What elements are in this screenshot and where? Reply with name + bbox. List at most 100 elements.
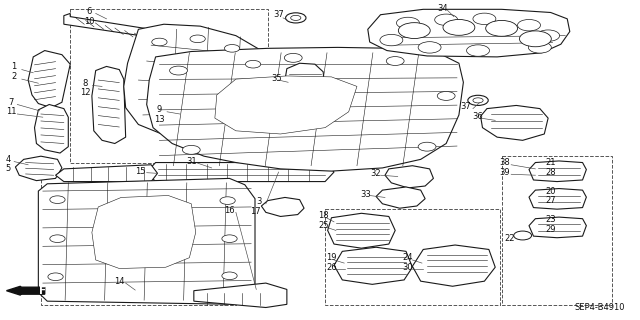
Circle shape bbox=[518, 20, 540, 31]
Circle shape bbox=[520, 31, 551, 47]
Circle shape bbox=[284, 53, 302, 62]
Circle shape bbox=[387, 57, 404, 66]
Circle shape bbox=[291, 15, 301, 20]
Circle shape bbox=[190, 35, 205, 43]
Text: 11: 11 bbox=[6, 107, 16, 116]
Circle shape bbox=[247, 83, 262, 90]
Circle shape bbox=[537, 30, 559, 41]
Polygon shape bbox=[56, 165, 157, 181]
Circle shape bbox=[48, 273, 63, 281]
Text: 33: 33 bbox=[360, 190, 371, 199]
Text: 2: 2 bbox=[12, 72, 17, 81]
Circle shape bbox=[435, 14, 458, 26]
Polygon shape bbox=[38, 178, 255, 304]
Text: 14: 14 bbox=[114, 277, 125, 286]
Text: 26: 26 bbox=[326, 263, 337, 272]
Text: 10: 10 bbox=[84, 17, 95, 26]
Text: 21: 21 bbox=[545, 158, 556, 167]
Text: 39: 39 bbox=[499, 168, 510, 177]
Polygon shape bbox=[368, 9, 570, 57]
Text: 13: 13 bbox=[154, 115, 164, 124]
Circle shape bbox=[514, 231, 532, 240]
Polygon shape bbox=[334, 247, 412, 284]
Circle shape bbox=[529, 42, 551, 53]
Text: 38: 38 bbox=[499, 158, 510, 167]
Circle shape bbox=[418, 42, 441, 53]
Circle shape bbox=[285, 13, 306, 23]
Text: 5: 5 bbox=[5, 164, 10, 173]
Circle shape bbox=[222, 235, 237, 243]
Polygon shape bbox=[28, 51, 70, 108]
Text: 36: 36 bbox=[473, 112, 483, 121]
Polygon shape bbox=[412, 245, 495, 286]
Text: 25: 25 bbox=[318, 220, 328, 229]
Text: 34: 34 bbox=[437, 4, 447, 13]
Circle shape bbox=[50, 235, 65, 243]
Circle shape bbox=[220, 197, 236, 204]
Text: 37: 37 bbox=[273, 10, 284, 19]
Polygon shape bbox=[529, 161, 586, 181]
Text: 1: 1 bbox=[12, 62, 17, 71]
FancyArrow shape bbox=[6, 286, 45, 295]
Polygon shape bbox=[194, 283, 287, 308]
Polygon shape bbox=[92, 196, 196, 268]
Text: 30: 30 bbox=[403, 263, 413, 272]
Circle shape bbox=[380, 34, 403, 46]
Text: 20: 20 bbox=[545, 187, 556, 196]
Circle shape bbox=[246, 60, 260, 68]
Polygon shape bbox=[124, 24, 266, 137]
Text: 6: 6 bbox=[86, 7, 92, 16]
Text: 7: 7 bbox=[8, 98, 13, 107]
Circle shape bbox=[225, 44, 240, 52]
Polygon shape bbox=[385, 166, 433, 188]
Polygon shape bbox=[376, 187, 425, 208]
Text: 12: 12 bbox=[80, 88, 91, 97]
Text: SEP4-B4910: SEP4-B4910 bbox=[574, 303, 625, 312]
Circle shape bbox=[222, 272, 237, 280]
Polygon shape bbox=[64, 13, 159, 42]
Polygon shape bbox=[92, 67, 125, 143]
Polygon shape bbox=[215, 76, 357, 134]
Polygon shape bbox=[328, 213, 395, 248]
Text: 27: 27 bbox=[545, 196, 556, 205]
Text: 15: 15 bbox=[135, 167, 145, 176]
Text: 35: 35 bbox=[271, 74, 282, 83]
Polygon shape bbox=[261, 197, 304, 216]
Polygon shape bbox=[529, 217, 586, 238]
Text: 18: 18 bbox=[318, 211, 328, 220]
Circle shape bbox=[170, 66, 188, 75]
Text: 28: 28 bbox=[545, 168, 556, 177]
Polygon shape bbox=[15, 156, 62, 180]
Circle shape bbox=[473, 13, 496, 25]
Text: 19: 19 bbox=[326, 253, 337, 262]
Polygon shape bbox=[481, 105, 548, 140]
Circle shape bbox=[486, 20, 518, 36]
Text: 4: 4 bbox=[5, 155, 10, 164]
Text: 29: 29 bbox=[545, 225, 556, 234]
Polygon shape bbox=[285, 63, 325, 102]
Circle shape bbox=[50, 196, 65, 204]
Polygon shape bbox=[35, 105, 68, 153]
Text: 9: 9 bbox=[157, 105, 162, 114]
Circle shape bbox=[235, 110, 250, 118]
Polygon shape bbox=[529, 188, 586, 209]
Text: 32: 32 bbox=[371, 169, 381, 178]
Circle shape bbox=[443, 20, 475, 35]
Circle shape bbox=[398, 23, 430, 38]
Circle shape bbox=[467, 45, 490, 56]
Text: 17: 17 bbox=[250, 207, 260, 216]
Text: 16: 16 bbox=[224, 206, 235, 215]
Text: 23: 23 bbox=[545, 215, 556, 224]
Circle shape bbox=[473, 98, 483, 103]
Text: 22: 22 bbox=[505, 234, 515, 243]
Circle shape bbox=[437, 92, 455, 100]
Text: FR.: FR. bbox=[40, 286, 59, 296]
Circle shape bbox=[468, 95, 488, 105]
Text: 8: 8 bbox=[83, 79, 88, 88]
Circle shape bbox=[396, 17, 419, 29]
Polygon shape bbox=[147, 47, 463, 171]
Circle shape bbox=[418, 142, 436, 151]
Circle shape bbox=[182, 145, 200, 154]
Circle shape bbox=[152, 38, 167, 46]
Text: 31: 31 bbox=[186, 157, 196, 166]
